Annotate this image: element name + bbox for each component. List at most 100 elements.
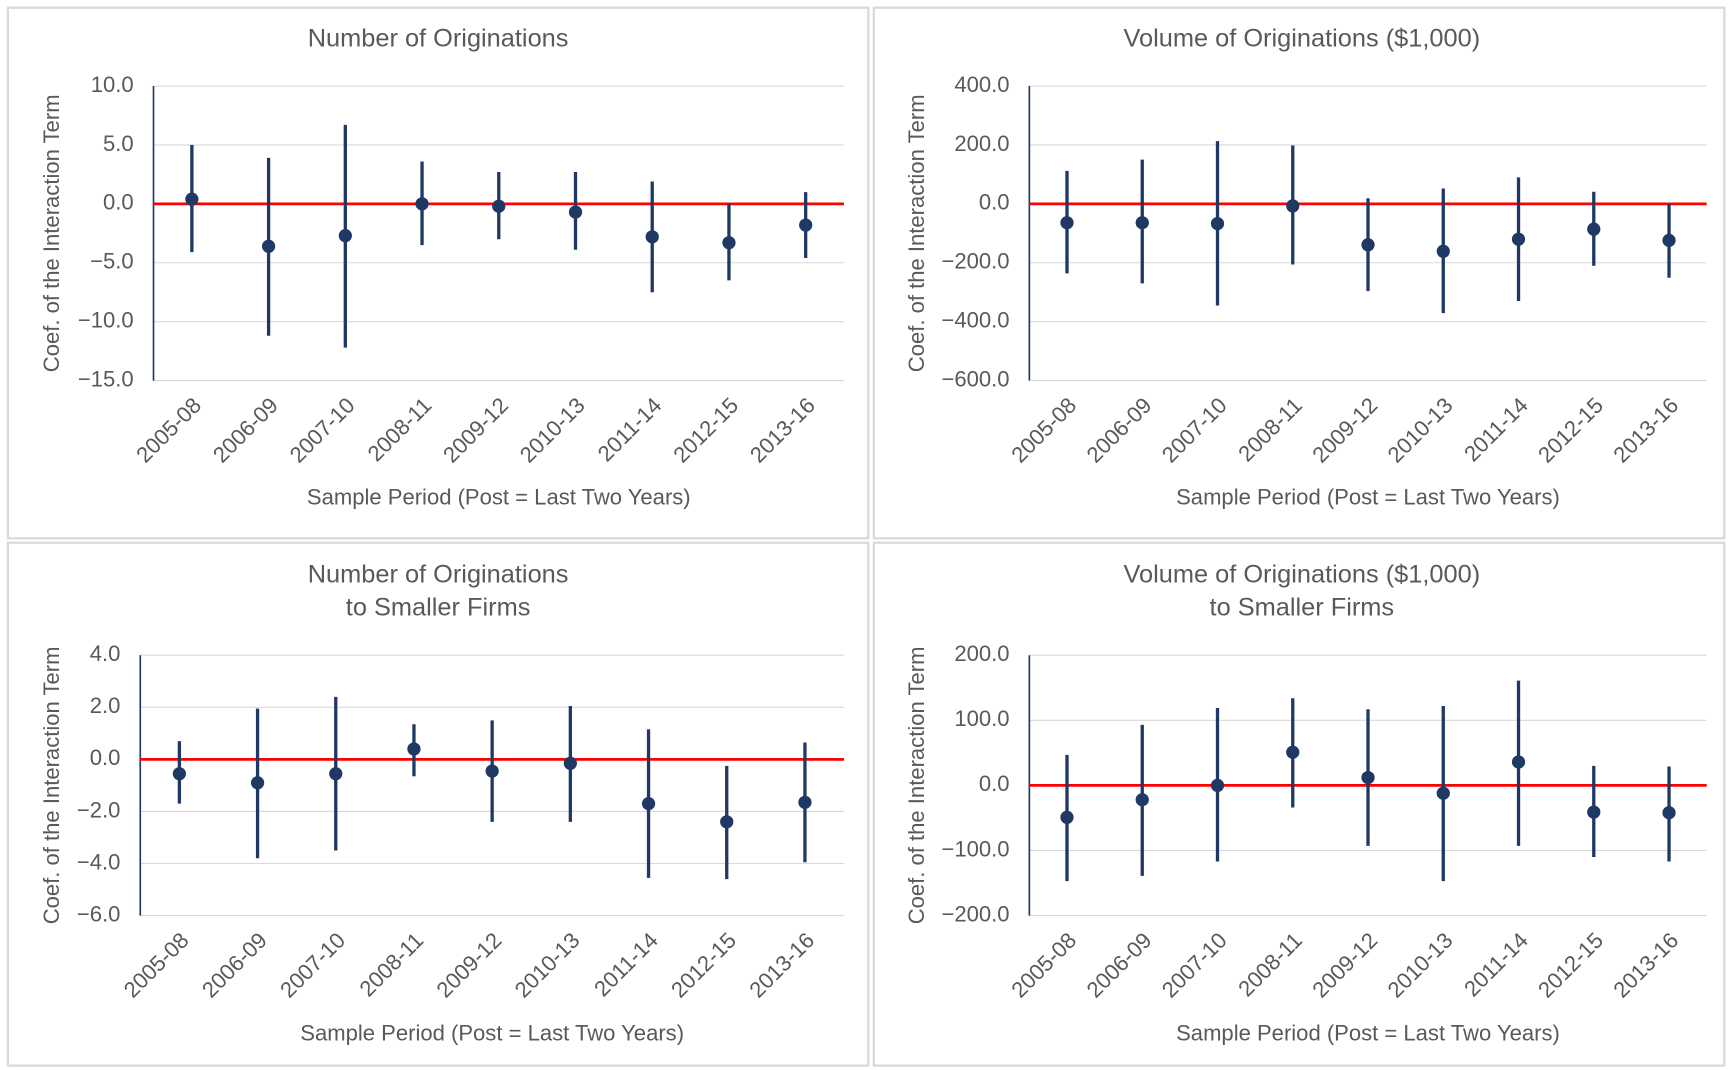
point-estimate (563, 756, 577, 770)
point-estimate (338, 229, 352, 243)
y-tick-label: 10.0 (91, 72, 134, 97)
y-tick-label: 0.0 (90, 745, 121, 770)
y-axis-label: Coef. of the Interaction Term (39, 94, 64, 372)
point-estimate (329, 767, 343, 781)
point-estimate (185, 192, 199, 206)
point-estimate (1135, 793, 1149, 807)
y-tick-label: −6.0 (77, 901, 121, 926)
x-tick-label: 2008-11 (1233, 393, 1307, 467)
panel-border (872, 6, 1726, 540)
x-tick-label: 2007-10 (1157, 393, 1232, 468)
point-estimate (1587, 805, 1601, 819)
x-tick-label: 2008-11 (354, 928, 428, 1002)
x-tick-label: 2013-16 (1608, 393, 1683, 468)
point-estimate (1060, 216, 1074, 230)
y-tick-label: −5.0 (90, 249, 134, 274)
x-tick-label: 2006-09 (1082, 393, 1157, 468)
x-tick-label: 2005-08 (119, 928, 194, 1003)
point-estimate (1511, 755, 1526, 769)
chart-title: to Smaller Firms (346, 594, 531, 622)
point-estimate (1587, 222, 1601, 236)
point-estimate (641, 797, 656, 811)
chart-title: Volume of Originations ($1,000) (1124, 561, 1481, 589)
y-tick-label: 0.0 (979, 190, 1010, 215)
point-estimate (407, 742, 421, 756)
x-tick-label: 2010-13 (1383, 928, 1458, 1003)
point-estimate (720, 815, 734, 829)
x-tick-label: 2012-15 (666, 928, 741, 1003)
y-tick-label: −200.0 (941, 901, 1009, 926)
y-tick-label: 400.0 (954, 72, 1009, 97)
x-tick-label: 2011-14 (1459, 393, 1533, 467)
x-tick-label: 2006-09 (197, 928, 272, 1003)
x-tick-label: 2006-09 (1082, 928, 1157, 1003)
x-tick-label: 2009-12 (1307, 928, 1382, 1003)
x-tick-label: 2013-16 (1608, 928, 1683, 1003)
y-tick-label: −4.0 (77, 849, 121, 874)
point-estimate (485, 764, 499, 778)
y-tick-label: −15.0 (78, 366, 134, 391)
x-tick-label: 2011-14 (1459, 928, 1533, 1002)
x-tick-label: 2008-11 (363, 393, 437, 467)
point-estimate (1361, 770, 1375, 785)
y-tick-label: 4.0 (90, 641, 121, 666)
point-estimate (645, 230, 659, 244)
point-estimate (1060, 810, 1074, 824)
y-tick-label: −600.0 (941, 366, 1009, 391)
point-estimate (492, 199, 506, 213)
y-tick-label: 200.0 (954, 131, 1009, 156)
x-tick-label: 2009-12 (438, 393, 513, 468)
y-tick-label: −200.0 (941, 249, 1009, 274)
x-tick-label: 2013-16 (745, 393, 820, 468)
x-axis-label: Sample Period (Post = Last Two Years) (307, 484, 691, 509)
y-tick-label: 0.0 (103, 190, 134, 215)
point-estimate (799, 218, 813, 232)
point-estimate (1511, 232, 1526, 246)
y-axis-label: Coef. of the Interaction Term (904, 94, 929, 372)
y-axis-label: Coef. of the Interaction Term (39, 647, 64, 925)
x-tick-label: 2006-09 (208, 393, 283, 468)
x-tick-label: 2010-13 (510, 928, 585, 1003)
point-estimate (415, 197, 429, 211)
x-tick-label: 2013-16 (744, 928, 819, 1003)
point-estimate (1361, 238, 1375, 252)
x-axis-label: Sample Period (Post = Last Two Years) (1176, 484, 1560, 509)
point-estimate (1436, 786, 1450, 800)
x-tick-label: 2012-15 (668, 393, 743, 468)
x-tick-label: 2007-10 (275, 928, 350, 1003)
point-estimate (1286, 745, 1300, 759)
x-tick-label: 2005-08 (1006, 928, 1081, 1003)
x-tick-label: 2012-15 (1533, 393, 1608, 468)
panel-border (6, 6, 870, 540)
x-tick-label: 2009-12 (1307, 393, 1382, 468)
x-tick-label: 2007-10 (285, 393, 360, 468)
y-tick-label: 0.0 (979, 771, 1010, 796)
chart-title: to Smaller Firms (1210, 594, 1395, 622)
x-tick-label: 2012-15 (1533, 928, 1608, 1003)
y-tick-label: 100.0 (954, 706, 1009, 731)
point-estimate (1436, 244, 1450, 258)
y-tick-label: −10.0 (78, 307, 134, 332)
y-tick-label: −400.0 (941, 307, 1009, 332)
y-tick-label: 200.0 (954, 641, 1009, 666)
chart-title: Volume of Originations ($1,000) (1124, 24, 1481, 52)
x-tick-label: 2010-13 (515, 393, 590, 468)
point-estimate (1286, 199, 1300, 213)
x-tick-label: 2007-10 (1157, 928, 1232, 1003)
point-estimate (568, 205, 583, 219)
point-estimate (1210, 778, 1225, 793)
y-tick-label: 5.0 (103, 131, 134, 156)
x-tick-label: 2009-12 (432, 928, 507, 1003)
x-axis-label: Sample Period (Post = Last Two Years) (300, 1021, 684, 1046)
point-estimate (1662, 806, 1676, 820)
panel-border (872, 541, 1726, 1067)
panel-border (6, 541, 870, 1067)
chart-title: Number of Originations (308, 24, 569, 52)
x-tick-label: 2008-11 (1233, 928, 1307, 1002)
y-axis-label: Coef. of the Interaction Term (904, 647, 929, 925)
y-tick-label: −100.0 (941, 836, 1009, 861)
point-estimate (250, 776, 265, 790)
x-tick-label: 2011-14 (593, 393, 667, 467)
